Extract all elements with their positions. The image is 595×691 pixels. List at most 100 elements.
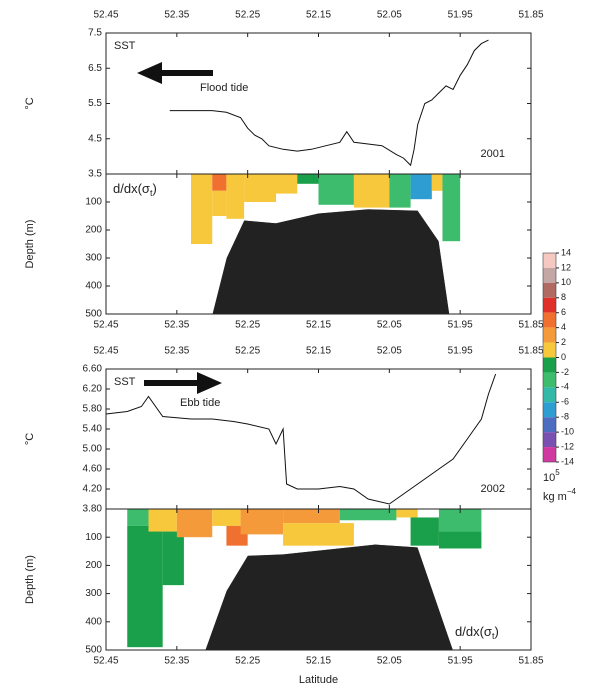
x-tick-label: 52.25 <box>235 10 260 21</box>
bathymetry <box>211 208 450 315</box>
colorbar-tick-label: -6 <box>561 397 569 407</box>
section-cell <box>297 174 319 184</box>
series-name: SST <box>114 376 136 388</box>
colorbar-tick-label: -8 <box>561 412 569 422</box>
section-cell <box>240 509 284 535</box>
section-cell <box>410 174 432 200</box>
section-cell <box>127 525 163 648</box>
colorbar-tick-label: 2 <box>561 337 566 347</box>
section-cell <box>438 531 482 549</box>
x-tick-label: 52.15 <box>306 656 331 667</box>
section-label: d/dx(σt) <box>113 181 157 198</box>
section-cell <box>226 174 245 219</box>
colorbar-tick-label: 4 <box>561 322 566 332</box>
x-tick-label: 52.15 <box>306 346 331 357</box>
x-tick-label: 52.15 <box>306 10 331 21</box>
x-tick-label: 51.85 <box>518 346 543 357</box>
colorbar-tick-label: 8 <box>561 292 566 302</box>
x-tick-label: 52.35 <box>164 656 189 667</box>
unit-base: kg m <box>543 491 567 503</box>
y-tick-label: 500 <box>85 309 102 320</box>
section-cell <box>318 174 354 205</box>
section-cell <box>191 174 213 244</box>
label-main: d/dx(σ <box>113 181 150 196</box>
label-main: d/dx(σ <box>455 624 492 639</box>
x-tick-label: 52.05 <box>377 10 402 21</box>
x-tick-label: 52.05 <box>377 656 402 667</box>
x-tick-label: 51.95 <box>448 656 473 667</box>
section-cell <box>353 174 390 208</box>
x-tick-label: 52.05 <box>377 320 402 331</box>
unit-exp: 5 <box>555 468 560 477</box>
y-tick-label: 200 <box>85 225 102 236</box>
colorbar-band <box>543 297 556 313</box>
y-tick-label: 4.5 <box>88 133 102 144</box>
section-cell <box>127 509 149 526</box>
y-tick-label: 500 <box>85 645 102 656</box>
y-tick-label: 6.60 <box>83 364 103 375</box>
y-tick-label: 4.20 <box>83 484 103 495</box>
y-tick-label: 100 <box>85 532 102 543</box>
tide-label: Ebb tide <box>180 397 220 409</box>
unit-base: 10 <box>543 472 555 484</box>
colorbar-tick-label: 10 <box>561 277 571 287</box>
x-tick-label: 52.05 <box>377 346 402 357</box>
y-axis-label: Depth (m) <box>24 220 36 269</box>
colorbar-tick-label: -10 <box>561 427 574 437</box>
x-tick-label: 52.45 <box>93 346 118 357</box>
label-sub: t <box>492 631 495 641</box>
section-cell <box>438 509 482 532</box>
section-cell <box>339 509 397 521</box>
section-cell <box>283 523 354 546</box>
x-tick-label: 51.85 <box>518 656 543 667</box>
section-cell <box>283 509 340 524</box>
colorbar-tick-label: -14 <box>561 456 574 466</box>
year-label: 2002 <box>481 483 505 495</box>
x-tick-label: 52.25 <box>235 320 260 331</box>
colorbar-band <box>543 417 556 433</box>
section-cell <box>276 174 298 194</box>
section-label: d/dx(σt) <box>455 624 499 641</box>
colorbar-tick-label: -2 <box>561 367 569 377</box>
colorbar-band <box>543 447 556 462</box>
flood-arrow <box>137 62 213 84</box>
x-tick-label: 51.95 <box>448 10 473 21</box>
x-tick-label: 52.45 <box>93 10 118 21</box>
section-cell <box>148 509 177 532</box>
section-cell <box>396 509 418 518</box>
section-panel <box>105 174 532 315</box>
section-panel <box>105 509 532 651</box>
unit-exp: −4 <box>567 487 577 496</box>
label-end: ) <box>494 624 498 639</box>
section-cell <box>442 174 461 242</box>
x-tick-label: 51.95 <box>448 346 473 357</box>
colorbar-band <box>543 357 556 373</box>
colorbar-band <box>543 253 556 268</box>
year-label: 2001 <box>481 148 505 160</box>
colorbar-band <box>543 432 556 448</box>
colorbar-band <box>543 402 556 418</box>
y-tick-label: 3.80 <box>83 504 103 515</box>
label-end: ) <box>152 181 156 196</box>
y-tick-label: 3.5 <box>88 169 102 180</box>
section-cell <box>162 531 184 586</box>
x-tick-label: 51.95 <box>448 320 473 331</box>
x-tick-label: 52.25 <box>235 346 260 357</box>
sst-line <box>169 39 489 167</box>
line-panel <box>105 32 532 175</box>
section-cell <box>431 174 443 191</box>
x-tick-label: 52.45 <box>93 320 118 331</box>
colorbar-band <box>543 282 556 298</box>
x-tick-label: 52.35 <box>164 320 189 331</box>
y-tick-label: 5.5 <box>88 98 102 109</box>
colorbar-tick-label: 0 <box>561 352 566 362</box>
x-tick-label: 52.35 <box>164 346 189 357</box>
colorbar-tick-label: 12 <box>561 262 571 272</box>
y-tick-label: 5.80 <box>83 404 103 415</box>
section-cell <box>212 190 227 216</box>
section-cell <box>212 174 227 191</box>
y-axis-label: °C <box>24 433 36 445</box>
y-tick-label: 400 <box>85 281 102 292</box>
colorbar-band <box>543 342 556 358</box>
colorbar-band <box>543 267 556 283</box>
